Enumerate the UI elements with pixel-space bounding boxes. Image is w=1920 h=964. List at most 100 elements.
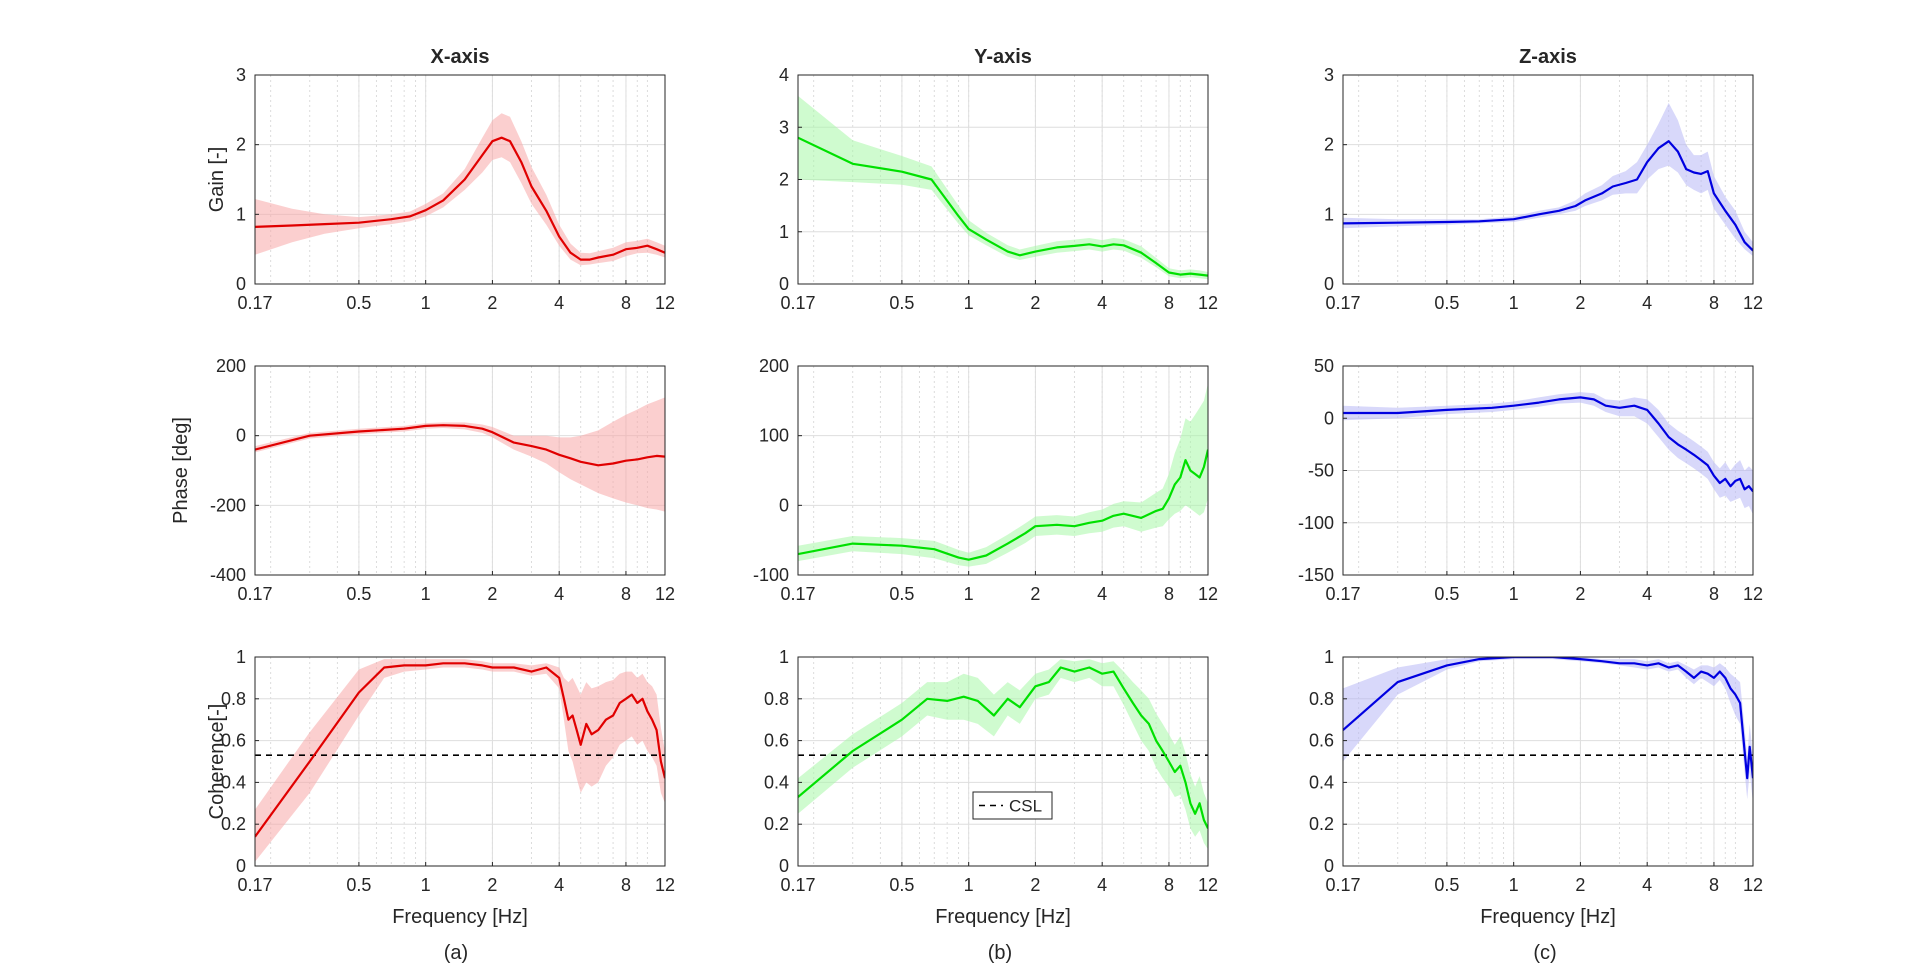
y-tick-label: 1 — [779, 647, 789, 667]
y-tick-label: 3 — [779, 117, 789, 137]
y-tick-label: -50 — [1308, 461, 1334, 481]
x-tick-label: 0.17 — [237, 584, 272, 604]
x-tick-label: 2 — [1030, 293, 1040, 313]
y-tick-label: -150 — [1298, 565, 1334, 585]
x-tick-label: 0.5 — [346, 875, 371, 895]
x-tick-label: 1 — [964, 875, 974, 895]
x-tick-label: 0.5 — [889, 293, 914, 313]
x-tick-label: 4 — [554, 584, 564, 604]
y-tick-label: 0 — [236, 856, 246, 876]
y-tick-label: 2 — [236, 135, 246, 155]
x-tick-label: 1 — [421, 293, 431, 313]
y-tick-label: 0.4 — [1309, 772, 1334, 792]
y-tick-label: -100 — [753, 565, 789, 585]
x-tick-label: 0.5 — [889, 875, 914, 895]
x-tick-label: 8 — [621, 584, 631, 604]
x-tick-label: 1 — [421, 875, 431, 895]
confidence-band — [255, 659, 665, 862]
y-tick-label: 200 — [759, 356, 789, 376]
confidence-band — [255, 397, 665, 512]
y-tick-label: 0.2 — [1309, 814, 1334, 834]
confidence-band — [1343, 392, 1753, 515]
series-line — [1343, 140, 1753, 252]
axes-box — [797, 656, 1209, 867]
x-tick-label: 1 — [1509, 875, 1519, 895]
x-tick-label: 0.17 — [1325, 875, 1360, 895]
x-tick-label: 4 — [1642, 875, 1652, 895]
x-tick-label: 0.5 — [1434, 584, 1459, 604]
legend-box — [972, 791, 1053, 820]
y-tick-label: 0 — [1324, 408, 1334, 428]
y-axis-label: Phase [deg] — [170, 417, 192, 524]
y-tick-label: 1 — [236, 204, 246, 224]
x-tick-label: 0.5 — [1434, 293, 1459, 313]
series-line — [1343, 657, 1753, 780]
series-line — [798, 666, 1208, 829]
axes-box — [254, 365, 666, 576]
x-tick-label: 2 — [1575, 875, 1585, 895]
confidence-band — [798, 95, 1208, 280]
series-line — [255, 136, 665, 261]
axes-box — [1342, 656, 1754, 867]
y-tick-label: -100 — [1298, 513, 1334, 533]
y-axis-label: Coherence[-] — [206, 704, 228, 820]
y-tick-label: 0 — [1324, 856, 1334, 876]
axes-box — [254, 656, 666, 867]
confidence-band — [798, 659, 1208, 850]
y-tick-label: 0.6 — [1309, 731, 1334, 751]
x-tick-label: 8 — [1164, 875, 1174, 895]
legend: CSL — [972, 791, 1053, 820]
x-tick-label: 0.5 — [346, 293, 371, 313]
x-tick-label: 4 — [1097, 875, 1107, 895]
x-tick-label: 0.5 — [346, 584, 371, 604]
confidence-band — [1343, 657, 1753, 804]
x-tick-label: 8 — [1709, 584, 1719, 604]
x-axis-label: Frequency [Hz] — [1480, 906, 1616, 928]
x-tick-label: 12 — [1743, 875, 1763, 895]
y-tick-label: -400 — [210, 565, 246, 585]
series-line — [255, 424, 665, 467]
x-tick-label: 2 — [1030, 875, 1040, 895]
series-line — [798, 449, 1208, 561]
confidence-band — [1343, 102, 1753, 257]
series-line — [255, 662, 665, 838]
y-tick-label: 0.6 — [764, 731, 789, 751]
x-tick-label: 12 — [655, 875, 675, 895]
x-tick-label: 12 — [1198, 875, 1218, 895]
x-tick-label: 1 — [421, 584, 431, 604]
x-tick-label: 12 — [655, 584, 675, 604]
x-tick-label: 4 — [554, 293, 564, 313]
y-tick-label: 0.2 — [221, 814, 246, 834]
x-tick-label: 12 — [655, 293, 675, 313]
x-axis-label: Frequency [Hz] — [935, 906, 1071, 928]
x-axis-label: Frequency [Hz] — [392, 906, 528, 928]
x-tick-label: 2 — [1575, 293, 1585, 313]
x-tick-label: 12 — [1743, 293, 1763, 313]
y-tick-label: 2 — [1324, 135, 1334, 155]
y-tick-label: 0.4 — [764, 772, 789, 792]
x-tick-label: 8 — [1709, 293, 1719, 313]
y-tick-label: 0.2 — [764, 814, 789, 834]
x-tick-label: 0.17 — [780, 875, 815, 895]
x-tick-label: 2 — [487, 584, 497, 604]
series-line — [1343, 396, 1753, 493]
y-tick-label: 0.8 — [221, 689, 246, 709]
chart-title: Y-axis — [974, 46, 1032, 68]
panel-7: 0.17 0.5 1 2 4 8 1200.20.40.60.81Coherence[-]F… — [206, 647, 675, 928]
y-tick-label: 100 — [759, 426, 789, 446]
axes-box — [254, 74, 666, 285]
x-tick-label: 0.17 — [780, 584, 815, 604]
y-axis-label: Gain [-] — [206, 147, 228, 213]
x-tick-label: 8 — [1164, 584, 1174, 604]
x-tick-label: 0.17 — [237, 875, 272, 895]
x-tick-label: 0.17 — [1325, 584, 1360, 604]
x-tick-label: 0.17 — [1325, 293, 1360, 313]
y-tick-label: 0.8 — [1309, 689, 1334, 709]
x-tick-label: 4 — [1642, 584, 1652, 604]
y-tick-label: 0 — [236, 274, 246, 294]
x-tick-label: 2 — [487, 293, 497, 313]
